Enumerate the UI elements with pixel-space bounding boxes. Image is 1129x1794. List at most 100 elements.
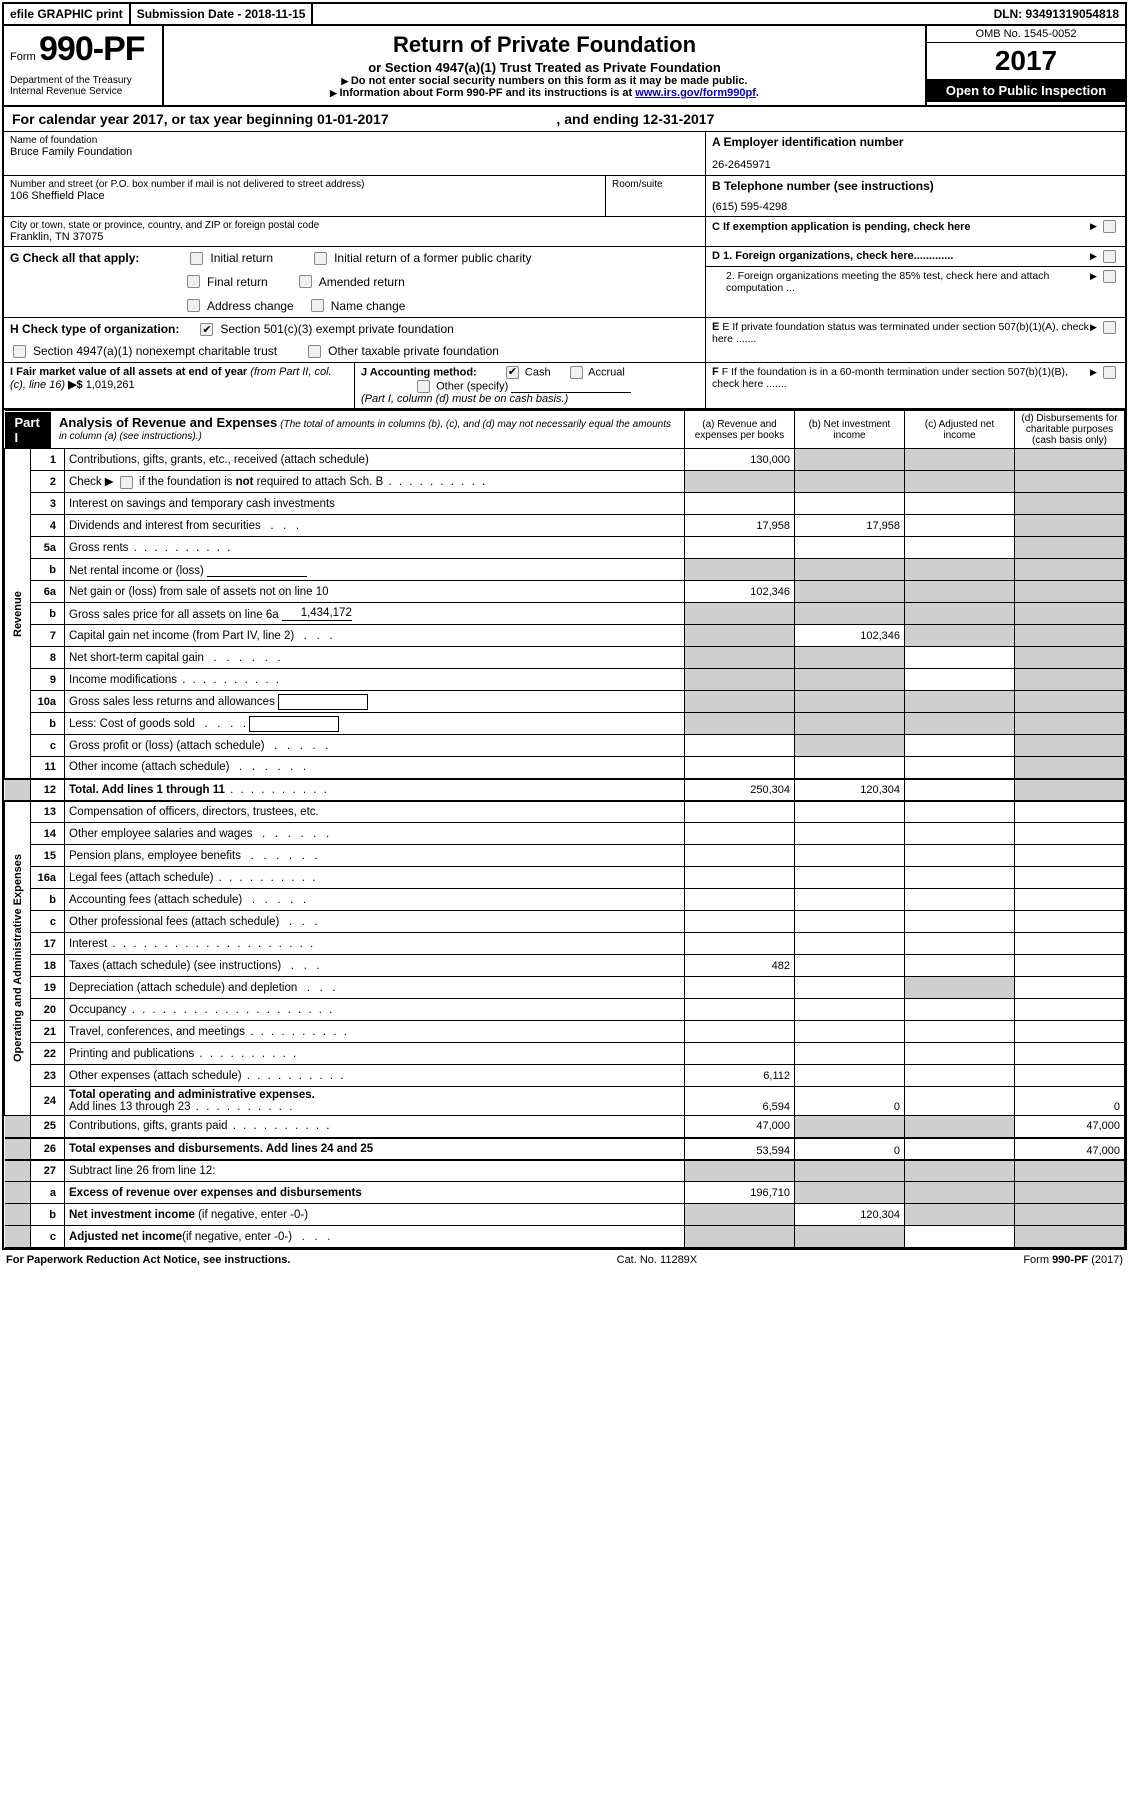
box-f-text: F If the foundation is in a 60-month ter… [712, 366, 1068, 390]
instr-2-pre: Information about Form 990-PF and its in… [339, 87, 635, 99]
j-cash[interactable] [506, 366, 519, 379]
row-22-desc: Printing and publications [65, 1043, 685, 1065]
part-1-title: Analysis of Revenue and Expenses [59, 415, 277, 430]
g-initial-former[interactable] [314, 252, 327, 265]
row-17-num: 17 [31, 933, 65, 955]
row-27a-num: a [31, 1182, 65, 1204]
row-8-desc: Net short-term capital gain . . . . . . [65, 647, 685, 669]
row-10c-num: c [31, 735, 65, 757]
row-24-d: 0 [1015, 1087, 1125, 1116]
row-1-num: 1 [31, 449, 65, 471]
row-1-desc: Contributions, gifts, grants, etc., rece… [65, 449, 685, 471]
h-4947[interactable] [13, 345, 26, 358]
j-accrual[interactable] [570, 366, 583, 379]
row-9-desc: Income modifications [65, 669, 685, 691]
row-2-checkbox[interactable] [120, 476, 133, 489]
row-27b-desc: Net investment income (if negative, ente… [65, 1204, 685, 1226]
row-20-num: 20 [31, 999, 65, 1021]
g-opt-5: Name change [331, 299, 406, 313]
open-public: Open to Public Inspection [927, 79, 1125, 102]
row-14-desc: Other employee salaries and wages . . . … [65, 823, 685, 845]
row-11-desc: Other income (attach schedule) . . . . .… [65, 757, 685, 779]
instr-1: Do not enter social security numbers on … [170, 75, 919, 87]
box-c-checkbox[interactable] [1103, 220, 1116, 233]
row-7-num: 7 [31, 625, 65, 647]
g-name-change[interactable] [311, 299, 324, 312]
row-11-num: 11 [31, 757, 65, 779]
tax-year: 2017 [927, 43, 1125, 79]
row-7-desc: Capital gain net income (from Part IV, l… [65, 625, 685, 647]
row-6b-desc: Gross sales price for all assets on line… [65, 603, 685, 625]
col-d-header: (d) Disbursements for charitable purpose… [1015, 411, 1125, 449]
box-d1: D 1. Foreign organizations, check here..… [712, 250, 953, 262]
instructions-link[interactable]: www.irs.gov/form990pf [635, 87, 756, 99]
info-block-5: H Check type of organization: Section 50… [4, 318, 1125, 363]
row-13-desc: Compensation of officers, directors, tru… [65, 801, 685, 823]
box-i-arrow: ▶$ [68, 379, 83, 391]
row-27-num: 27 [31, 1160, 65, 1182]
row-27a-a: 196,710 [685, 1182, 795, 1204]
g-initial-return[interactable] [190, 252, 203, 265]
row-25-desc: Contributions, gifts, grants paid [65, 1116, 685, 1138]
row-1-a: 130,000 [685, 449, 795, 471]
revenue-vlabel: Revenue [5, 449, 31, 779]
box-e-checkbox[interactable] [1103, 321, 1116, 334]
g-final-return[interactable] [187, 275, 200, 288]
row-24-b: 0 [795, 1087, 905, 1116]
row-23-num: 23 [31, 1065, 65, 1087]
form-title: Return of Private Foundation [170, 32, 919, 58]
row-2-desc: Check ▶ if the foundation is not require… [65, 471, 685, 493]
form-number: 990-PF [39, 30, 145, 68]
row-19-desc: Depreciation (attach schedule) and deple… [65, 977, 685, 999]
row-14-num: 14 [31, 823, 65, 845]
form-subtitle: or Section 4947(a)(1) Trust Treated as P… [170, 60, 919, 75]
ein-value: 26-2645971 [712, 159, 1119, 171]
row-10b-num: b [31, 713, 65, 735]
j-other[interactable] [417, 380, 430, 393]
h-other-taxable[interactable] [308, 345, 321, 358]
g-opt-3: Amended return [319, 275, 405, 289]
g-address-change[interactable] [187, 299, 200, 312]
box-d2-checkbox[interactable] [1103, 270, 1116, 283]
box-i-label: I Fair market value of all assets at end… [10, 366, 250, 378]
info-block-3: City or town, state or province, country… [4, 217, 1125, 247]
row-5b-num: b [31, 559, 65, 581]
header-right: OMB No. 1545-0052 2017 Open to Public In… [925, 26, 1125, 105]
g-opt-1: Initial return of a former public charit… [334, 251, 531, 265]
row-20-desc: Occupancy [65, 999, 685, 1021]
row-3-desc: Interest on savings and temporary cash i… [65, 493, 685, 515]
info-block-6: I Fair market value of all assets at end… [4, 363, 1125, 410]
box-f-checkbox[interactable] [1103, 366, 1116, 379]
row-4-b: 17,958 [795, 515, 905, 537]
h-501c3[interactable] [200, 323, 213, 336]
calyear-begin: 01-01-2017 [317, 111, 389, 127]
irs-label: Internal Revenue Service [10, 86, 156, 97]
row-23-desc: Other expenses (attach schedule) [65, 1065, 685, 1087]
row-16c-num: c [31, 911, 65, 933]
part-1-badge: Part I [5, 412, 51, 448]
row-9-num: 9 [31, 669, 65, 691]
row-6a-a: 102,346 [685, 581, 795, 603]
row-25-d: 47,000 [1015, 1116, 1125, 1138]
form-prefix: Form [10, 51, 36, 63]
calyear-end: 12-31-2017 [643, 111, 715, 127]
box-d1-checkbox[interactable] [1103, 250, 1116, 263]
dept-label: Department of the Treasury [10, 75, 156, 86]
row-13-num: 13 [31, 801, 65, 823]
row-27a-desc: Excess of revenue over expenses and disb… [65, 1182, 685, 1204]
j-other-label: Other (specify) [436, 380, 508, 392]
g-amended[interactable] [299, 275, 312, 288]
calendar-year-row: For calendar year 2017, or tax year begi… [4, 107, 1125, 132]
row-4-num: 4 [31, 515, 65, 537]
room-label: Room/suite [612, 179, 699, 190]
row-6b-inline: 1,434,172 [282, 607, 352, 621]
form-header: Form 990-PF Department of the Treasury I… [4, 26, 1125, 107]
row-10a-num: 10a [31, 691, 65, 713]
col-c-header: (c) Adjusted net income [905, 411, 1015, 449]
row-18-num: 18 [31, 955, 65, 977]
footer-right: Form 990-PF (2017) [1023, 1254, 1123, 1266]
page-footer: For Paperwork Reduction Act Notice, see … [0, 1252, 1129, 1268]
row-10a-desc: Gross sales less returns and allowances [65, 691, 685, 713]
row-4-a: 17,958 [685, 515, 795, 537]
row-16b-num: b [31, 889, 65, 911]
